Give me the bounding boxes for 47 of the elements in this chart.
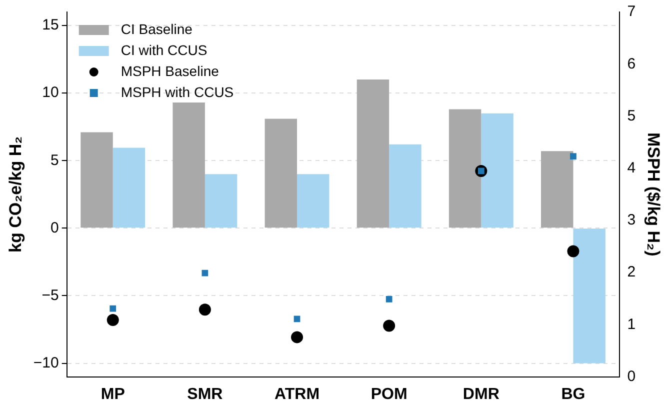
x-tick-label: ATRM [274,386,320,403]
y2-tick-label: 3 [627,212,636,229]
y2-tick-label: 2 [627,264,636,281]
y2-axis-title: MSPH ($/kg H₂) [644,132,664,256]
bar [389,144,422,228]
legend-label: MSPH Baseline [120,62,220,79]
x-tick-label: SMR [187,386,224,403]
y-tick-label: −10 [33,354,59,372]
y-axis-title: kg CO₂e/kg H₂ [6,136,25,252]
legend-label: CI Baseline [120,20,193,37]
bar [541,151,574,228]
y2-tick-label: 5 [627,107,636,124]
y2-tick-label: 7 [627,3,636,20]
bar [297,174,330,228]
bar [481,113,514,228]
bar [356,80,390,228]
y-tick-label: −5 [42,286,59,304]
point [291,331,304,344]
legend-label: MSPH with CCUS [120,84,234,100]
bar [172,102,205,228]
y-tick-label: 10 [42,84,59,102]
bar [204,174,238,228]
point [567,245,580,258]
y2-tick-label: 4 [627,159,636,176]
x-tick-label: POM [370,386,408,403]
legend-label: CI with CCUS [120,42,208,58]
bar [573,228,606,364]
y-tick-label: 5 [50,152,59,169]
bar [112,148,146,228]
x-tick-label: DMR [462,386,500,403]
point [198,304,211,316]
bar [80,132,113,228]
point [570,153,576,160]
x-tick-label: MP [100,386,126,403]
point [386,296,392,302]
point [383,320,396,332]
point [110,305,116,312]
y-tick-label: 15 [42,16,59,34]
point [106,314,119,326]
point [202,270,208,276]
bar [264,118,298,228]
bar [448,109,482,228]
y2-tick-label: 0 [627,368,636,385]
y2-tick-label: 1 [627,316,636,333]
x-tick-label: BG [561,386,586,403]
y-tick-label: 0 [50,219,59,236]
y2-tick-label: 6 [627,55,636,72]
